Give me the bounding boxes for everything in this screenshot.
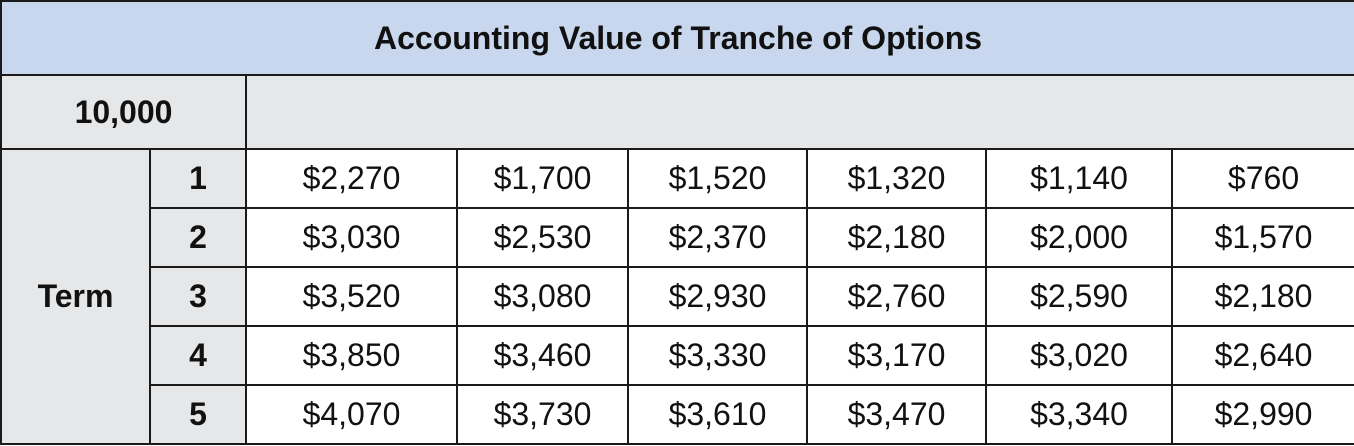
value-cell: $2,000 [985, 207, 1173, 268]
value-cell: $3,850 [245, 325, 458, 386]
value-cell: $1,140 [985, 148, 1173, 209]
term-cell: 4 [149, 325, 247, 386]
value-cell: $3,340 [985, 384, 1173, 445]
data-row: 5 $4,070 $3,730 $3,610 $3,470 $3,340 $2,990 [1, 384, 1354, 445]
value-cell: $2,270 [245, 148, 458, 209]
value-cell: $2,590 [985, 266, 1173, 327]
corner-cell: 10,000 [0, 74, 247, 150]
value-cell: $2,640 [1170, 325, 1354, 386]
table-title: Accounting Value of Tranche of Options [0, 0, 1354, 76]
empty-header [244, 74, 1354, 150]
data-row: 4 $3,850 $3,460 $3,330 $3,170 $3,020 $2,640 [1, 325, 1354, 386]
value-cell: $3,460 [456, 325, 629, 386]
value-cell: $1,520 [627, 148, 808, 209]
value-cell: $3,020 [985, 325, 1173, 386]
value-cell: $3,470 [806, 384, 987, 445]
value-cell: $3,170 [806, 325, 987, 386]
term-cell: 5 [149, 384, 247, 445]
value-cell: $2,180 [1170, 266, 1354, 327]
header-row: 10,000 [0, 74, 1354, 150]
value-cell: $2,370 [627, 207, 808, 268]
data-row: 3 $3,520 $3,080 $2,930 $2,760 $2,590 $2,180 [1, 266, 1354, 327]
value-cell: $2,530 [456, 207, 629, 268]
data-row: 2 $3,030 $2,530 $2,370 $2,180 $2,000 $1,570 [1, 207, 1354, 268]
value-cell: $3,030 [245, 207, 458, 268]
value-cell: $3,610 [627, 384, 808, 445]
term-cell: 2 [149, 207, 247, 268]
value-cell: $760 [1170, 148, 1354, 209]
value-cell: $1,320 [806, 148, 987, 209]
value-cell: $2,930 [627, 266, 808, 327]
value-cell: $2,760 [806, 266, 987, 327]
value-cell: $4,070 [245, 384, 458, 445]
value-cell: $3,330 [627, 325, 808, 386]
title-row: Accounting Value of Tranche of Options [0, 0, 1354, 76]
value-cell: $2,180 [806, 207, 987, 268]
term-cell: 3 [149, 266, 247, 327]
value-cell: $3,730 [456, 384, 629, 445]
row-header: Term [0, 148, 151, 445]
value-cell: $1,570 [1170, 207, 1354, 268]
value-cell: $3,520 [245, 266, 458, 327]
term-cell: 1 [149, 148, 247, 209]
value-cell: $1,700 [456, 148, 629, 209]
value-cell: $2,990 [1170, 384, 1354, 445]
value-cell: $3,080 [456, 266, 629, 327]
data-row: Term 1 $2,270 $1,700 $1,520 $1,320 $1,140 $760 [0, 148, 1354, 445]
